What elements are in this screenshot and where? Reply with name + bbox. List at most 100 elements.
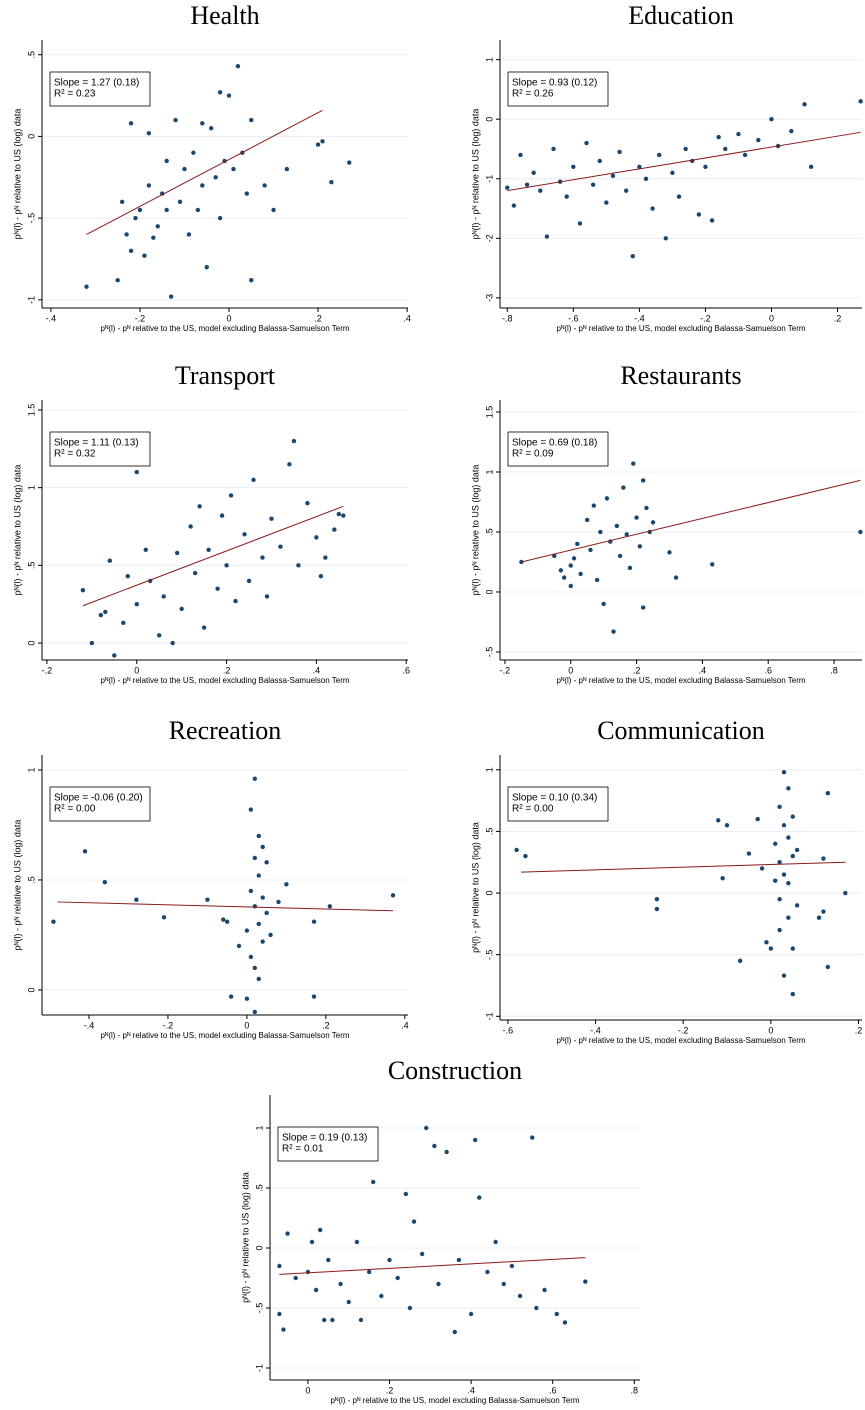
x-tick-label: -.6 — [568, 313, 579, 323]
y-tick-label: 1 — [484, 469, 494, 474]
y-tick-label: -.5 — [254, 1303, 264, 1314]
panel: Construction -1 -.5 0 .5 1 0 .2 .4 .6 .8 pᴺ(l) - pᴺ… — [240, 1056, 640, 1405]
point — [654, 897, 660, 902]
point — [252, 1009, 258, 1015]
x-axis-label: pᴺ(l) - pᴺ relative to the US, model exc… — [330, 1396, 579, 1405]
point — [164, 158, 169, 164]
point — [588, 547, 593, 553]
point — [601, 601, 606, 607]
y-axis-label: pᴺ(l) - pᴺ relative to US (log) data — [12, 109, 22, 240]
point — [598, 529, 603, 535]
point — [318, 574, 324, 579]
point — [781, 872, 787, 877]
point — [432, 1143, 437, 1149]
x-tick-label: -.6 — [503, 1025, 514, 1035]
point — [278, 544, 283, 549]
y-axis-label: pᴺ(l) - pᴺ relative to US (log) data — [240, 1172, 250, 1303]
point — [452, 1329, 457, 1335]
point — [155, 224, 160, 229]
panel: Transport 0 .5 1 1.5 -.2 0 .2 .4 .6 pᴺ(l) - pᴺ rel… — [12, 361, 410, 685]
point — [517, 1293, 523, 1299]
point — [80, 588, 86, 593]
point — [643, 176, 649, 181]
y-tick-label: 1.5 — [26, 404, 36, 417]
point — [379, 1293, 384, 1299]
point — [248, 807, 254, 812]
point — [650, 520, 656, 525]
point — [630, 253, 635, 259]
panel-title: Construction — [388, 1056, 522, 1085]
point — [305, 500, 310, 506]
point — [249, 117, 254, 123]
point — [786, 880, 791, 886]
point — [252, 776, 258, 781]
y-tick-label: 1 — [26, 485, 36, 490]
point — [790, 946, 795, 951]
point — [821, 856, 826, 861]
y-axis-label: pᴺ(l) - pᴺ relative to US (log) data — [12, 465, 22, 596]
x-tick-label: 0 — [134, 665, 139, 675]
point — [137, 207, 143, 213]
point — [314, 535, 319, 540]
point — [501, 1281, 506, 1287]
point — [313, 1287, 319, 1293]
point — [716, 134, 721, 140]
y-tick-label: -1 — [26, 296, 36, 304]
point — [821, 909, 826, 914]
point — [777, 927, 782, 933]
x-tick-label: .2 — [386, 1385, 394, 1395]
point — [597, 158, 602, 164]
point — [252, 904, 258, 909]
point — [224, 563, 229, 568]
point — [773, 878, 778, 883]
point — [244, 996, 250, 1001]
point — [568, 563, 573, 568]
x-tick-label: .2 — [314, 313, 322, 323]
point — [444, 1149, 449, 1155]
point — [271, 207, 276, 213]
x-tick-label: -.4 — [590, 1025, 601, 1035]
x-tick-label: .4 — [401, 1020, 409, 1030]
point — [215, 586, 220, 591]
point — [403, 1191, 409, 1197]
point — [676, 194, 682, 199]
point — [746, 851, 752, 856]
point — [305, 1269, 311, 1275]
point — [843, 890, 848, 896]
point — [777, 804, 782, 809]
fit-line — [521, 861, 846, 873]
annotation-box — [49, 431, 151, 467]
panel: Communication -1 -.5 0 .5 1 -.6 -.4 -.2 0 .2 pᴺ(l) … — [470, 716, 862, 1045]
y-tick-label: 1.5 — [484, 406, 494, 419]
x-tick-label: 0 — [769, 313, 774, 323]
point — [514, 847, 519, 853]
point — [825, 964, 831, 970]
point — [174, 550, 180, 556]
point — [269, 516, 274, 521]
point — [219, 513, 225, 518]
point — [568, 583, 573, 589]
point — [790, 991, 795, 997]
fit-line — [507, 131, 861, 192]
point — [690, 158, 695, 164]
point — [366, 1269, 372, 1275]
y-tick-label: .5 — [26, 876, 36, 884]
point — [518, 152, 523, 158]
x-tick-label: .8 — [631, 1385, 639, 1395]
point — [228, 994, 234, 999]
point — [231, 166, 236, 172]
point — [204, 264, 209, 270]
point — [511, 203, 517, 208]
point — [246, 578, 252, 584]
point — [789, 128, 794, 134]
point — [654, 906, 660, 912]
point — [244, 928, 250, 933]
point — [696, 212, 702, 217]
annotation: R² = 0.32 — [54, 449, 96, 460]
panel: Health -1 -.5 0 .5 -.4 -.2 0 .2 .4 pᴺ(l) - pᴺ rela… — [12, 1, 410, 333]
point — [248, 888, 254, 894]
x-tick-label: .2 — [633, 665, 641, 675]
point — [103, 609, 108, 615]
panel: Education -3 -2 -1 0 1 -.8 -.6 -.4 -.2 0 .2 pᴺ(l) - … — [470, 1, 863, 333]
